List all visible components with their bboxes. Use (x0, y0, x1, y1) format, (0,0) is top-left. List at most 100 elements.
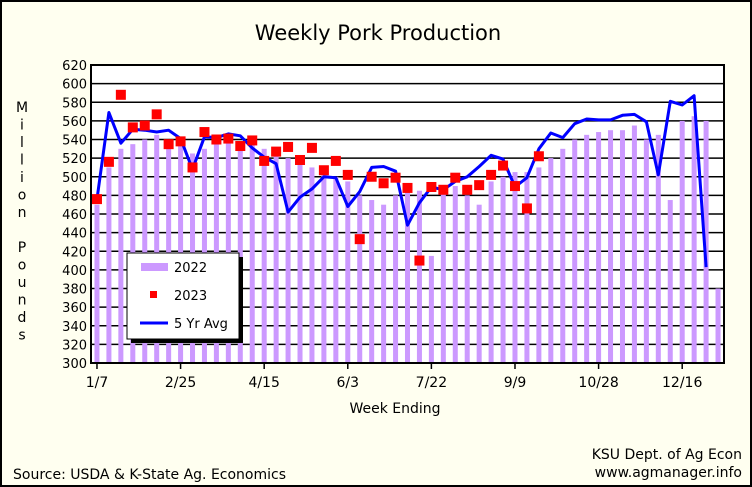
bar-2022-week-20 (321, 172, 327, 363)
y-tick-label-500: 500 (62, 171, 87, 186)
bar-2022-week-42 (584, 134, 590, 363)
x-axis-label: Week Ending (349, 401, 440, 417)
x-tick-label-3: 6/3 (337, 375, 360, 391)
point-2023-week-10 (199, 127, 210, 138)
line-5yr-avg (95, 94, 708, 268)
bar-2022-week-3 (118, 148, 124, 363)
y-tick-label-580: 580 (62, 96, 87, 111)
point-2023-week-37 (521, 203, 532, 214)
bar-2022-week-45 (619, 130, 625, 363)
bar-2022-week-40 (560, 148, 566, 363)
bar-2022-week-28 (416, 190, 422, 363)
point-2023-week-22 (342, 169, 353, 180)
bar-2022-week-17 (285, 158, 291, 363)
point-2023-week-33 (474, 180, 485, 191)
point-2023-week-28 (414, 255, 425, 266)
bar-2022-week-31 (452, 186, 458, 363)
point-2023-week-9 (187, 162, 198, 173)
bar-2022-week-47 (643, 139, 649, 363)
point-2023-week-31 (450, 172, 461, 183)
point-2023-week-19 (306, 142, 317, 153)
bar-2022-week-26 (393, 195, 399, 363)
bar-2022-week-23 (357, 195, 363, 363)
point-2023-week-32 (462, 184, 473, 195)
point-2023-week-13 (235, 141, 246, 152)
x-tick-label-2: 4/15 (248, 375, 279, 391)
point-2023-week-17 (283, 141, 294, 152)
point-2023-week-38 (533, 151, 544, 162)
y-tick-label-480: 480 (62, 189, 87, 204)
point-2023-week-35 (498, 160, 509, 171)
y-tick-label-320: 320 (62, 338, 87, 353)
legend-label-5yr-avg: 5 Yr Avg (174, 317, 228, 332)
bar-2022-week-46 (631, 125, 637, 363)
x-tick-label-1: 2/25 (165, 375, 196, 391)
point-2023-week-14 (247, 135, 258, 146)
bar-2022-week-7 (166, 139, 172, 363)
bar-2022-week-52 (703, 120, 709, 363)
bar-2022-week-29 (428, 255, 434, 363)
point-2023-week-21 (330, 155, 341, 166)
y-tick-label-340: 340 (62, 320, 87, 335)
bar-2022-week-37 (524, 172, 530, 363)
point-2023-week-34 (486, 169, 497, 180)
y-tick-label-300: 300 (62, 357, 87, 372)
point-2023-week-8 (175, 136, 186, 147)
bar-2022-week-12 (225, 139, 231, 363)
bar-2022-week-14 (249, 144, 255, 363)
point-2023-week-7 (163, 139, 174, 150)
bar-2022-week-44 (608, 130, 614, 363)
bar-2022-week-13 (237, 148, 243, 363)
y-tick-label-620: 620 (62, 59, 87, 74)
bar-2022-week-22 (345, 181, 351, 363)
bar-2022-week-36 (512, 172, 518, 363)
x-tick-label-5: 9/9 (504, 375, 527, 391)
bar-2022-week-49 (667, 200, 673, 363)
bar-2022-week-2 (106, 167, 112, 363)
plot-border (90, 64, 725, 364)
point-2023-week-27 (402, 182, 413, 193)
y-tick-label-420: 420 (62, 245, 87, 260)
bar-2022-week-41 (572, 139, 578, 363)
bar-2022-week-6 (154, 134, 160, 363)
points-2023 (91, 89, 544, 266)
credit-line-2: www.agmanager.info (595, 465, 742, 481)
point-2023-week-23 (354, 234, 365, 245)
bar-2022-week-51 (691, 116, 697, 363)
x-tick-labels: 1/7 2/25 4/15 6/3 7/22 9/9 10/28 12/16 (86, 363, 702, 391)
x-tick-label-6: 10/28 (578, 375, 618, 391)
bar-2022-week-1 (94, 204, 100, 363)
bar-2022-week-21 (333, 176, 339, 363)
y-tick-label-440: 440 (62, 227, 87, 242)
y-tick-label-380: 380 (62, 283, 87, 298)
x-tick-label-4: 7/22 (416, 375, 447, 391)
y-tick-label-360: 360 (62, 301, 87, 316)
bar-2022-week-50 (679, 120, 685, 363)
point-2023-week-29 (426, 181, 437, 192)
point-2023-week-16 (271, 146, 282, 157)
chart-title: Weekly Pork Production (255, 21, 501, 45)
y-tick-label-540: 540 (62, 134, 87, 149)
y-tick-label-460: 460 (62, 208, 87, 223)
point-2023-week-11 (211, 134, 222, 145)
bar-2022-week-18 (297, 162, 303, 363)
bar-2022-week-16 (273, 153, 279, 363)
bar-2022-week-35 (500, 176, 506, 363)
legend-swatch-2022 (141, 263, 168, 271)
bar-2022-week-30 (440, 190, 446, 363)
point-2023-week-36 (509, 181, 520, 192)
bar-2022-week-15 (261, 148, 267, 363)
bar-2022-week-24 (369, 200, 375, 363)
x-tick-label-0: 1/7 (86, 375, 109, 391)
point-2023-week-5 (139, 120, 150, 131)
y-tick-label-600: 600 (62, 78, 87, 93)
point-2023-week-15 (259, 155, 270, 166)
point-2023-week-2 (103, 156, 114, 167)
legend-label-2022: 2022 (174, 261, 207, 276)
bar-2022-week-25 (381, 204, 387, 363)
point-2023-week-3 (115, 89, 126, 100)
bar-2022-week-48 (655, 134, 661, 363)
bar-2022-week-5 (142, 139, 148, 363)
